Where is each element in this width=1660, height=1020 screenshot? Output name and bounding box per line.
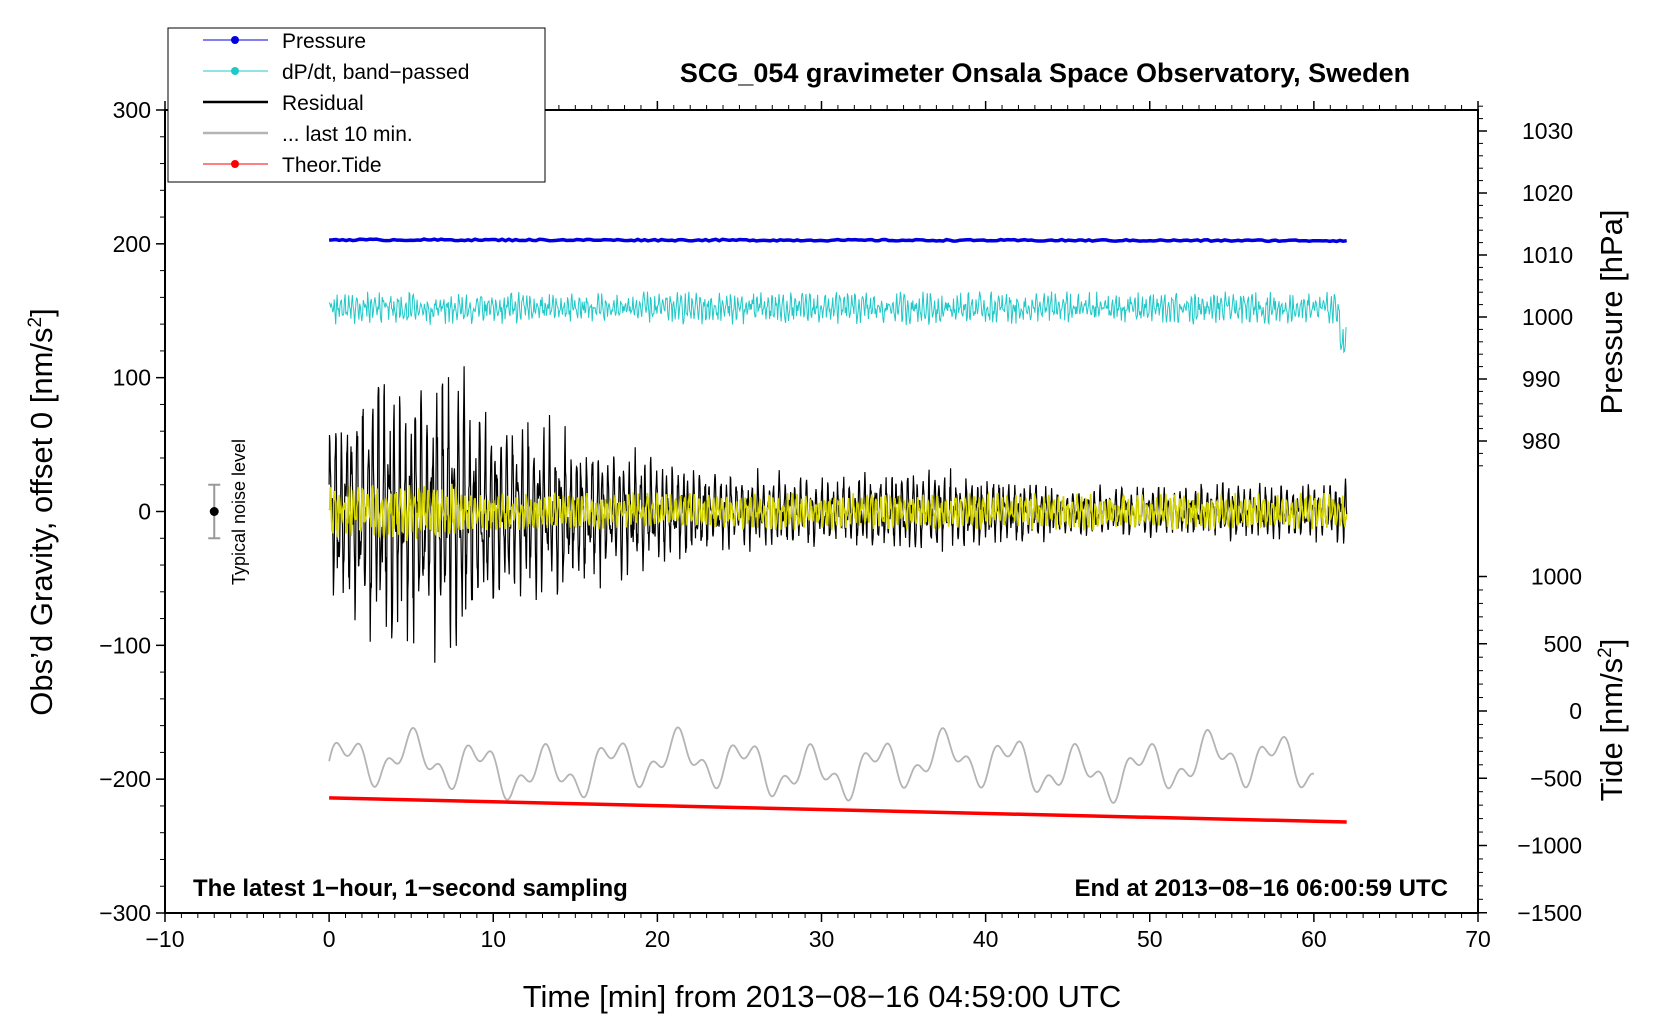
- pressure-tick-label: 1010: [1522, 242, 1573, 268]
- y-axis-label-tide-sup: 2: [1595, 647, 1616, 658]
- legend-label: dP/dt, band−passed: [282, 61, 469, 84]
- legend-label: Residual: [282, 92, 364, 115]
- pressure-tick-label: 1030: [1522, 118, 1573, 144]
- dpdt-line: [328, 291, 1347, 354]
- y-tick-label: 100: [113, 365, 151, 391]
- data-marks: [328, 237, 1348, 824]
- tide-tick-label: −500: [1530, 765, 1582, 791]
- tide-tick-label: −1000: [1517, 833, 1582, 859]
- legend: Pressure dP/dt, band−passed Residual ... la…: [167, 27, 546, 183]
- y-axis-label-pressure: Pressure [hPa]: [1594, 209, 1629, 414]
- legend-label: Theor.Tide: [282, 154, 382, 177]
- tide-tick-label: 500: [1544, 631, 1582, 657]
- x-tick-label: 40: [973, 926, 999, 952]
- x-axis-ticks: −10 0 10 20 30 40 50 60 70: [145, 101, 1491, 952]
- annotation-end-time: End at 2013−08−16 06:00:59 UTC: [1074, 875, 1448, 902]
- y-tick-label: −200: [99, 766, 151, 792]
- y-axis-label-tide-main: Tide [nm/s: [1594, 658, 1629, 802]
- y-axis-label-tide: Tide [nm/s2]: [1594, 639, 1629, 802]
- x-tick-label: 60: [1301, 926, 1327, 952]
- x-tick-label: 30: [809, 926, 835, 952]
- y-axis-label-tide-end: ]: [1594, 639, 1629, 648]
- last-10-min-line: [328, 726, 1315, 804]
- y-tick-label: −300: [99, 900, 151, 926]
- theor-tide-line: [329, 796, 1347, 824]
- legend-marker: [231, 160, 239, 168]
- legend-label: Pressure: [282, 30, 366, 53]
- y-tick-label: 0: [138, 499, 151, 525]
- legend-box: [167, 27, 546, 183]
- tide-tick-label: 0: [1569, 698, 1582, 724]
- x-tick-label: −10: [145, 926, 184, 952]
- y-axis-ticks: −300 −200 −100 0 100 200 300: [99, 97, 165, 926]
- chart-title: SCG_054 gravimeter Onsala Space Observat…: [680, 58, 1410, 88]
- pressure-tick-label: 980: [1522, 428, 1560, 454]
- residual-filtered-line: [328, 483, 1348, 541]
- x-tick-label: 10: [480, 926, 506, 952]
- noise-level-indicator: [208, 483, 221, 540]
- pressure-tick-label: 1000: [1522, 304, 1573, 330]
- annotation-sampling: The latest 1−hour, 1−second sampling: [193, 875, 628, 902]
- pressure-line: [328, 237, 1347, 244]
- y-axis-label-left-end: ]: [24, 308, 59, 317]
- legend-label: ... last 10 min.: [282, 123, 413, 146]
- y-tick-label: −100: [99, 632, 151, 658]
- tide-tick-label: −1500: [1517, 900, 1582, 926]
- noise-level-label: Typical noise level: [229, 439, 249, 585]
- legend-marker: [231, 67, 239, 75]
- legend-marker: [231, 36, 239, 44]
- y-tick-label: 300: [113, 97, 151, 123]
- pressure-axis-ticks: 980 990 1000 1010 1020 1030: [1478, 105, 1573, 467]
- tide-axis-ticks: −1500 −1000 −500 0 500 1000: [1478, 564, 1582, 926]
- x-tick-label: 50: [1137, 926, 1163, 952]
- pressure-tick-label: 990: [1522, 366, 1560, 392]
- noise-center-dot: [209, 507, 219, 516]
- x-axis-label: Time [min] from 2013−08−16 04:59:00 UTC: [523, 979, 1122, 1014]
- x-tick-label: 20: [645, 926, 671, 952]
- x-tick-label: 0: [323, 926, 336, 952]
- y-axis-label-left-sup: 2: [25, 317, 46, 328]
- y-tick-label: 200: [113, 231, 151, 257]
- y-axis-label-left-main: Obs’d Gravity, offset 0 [nm/s: [24, 327, 59, 715]
- residual-line: [328, 366, 1348, 663]
- x-tick-label: 70: [1465, 926, 1491, 952]
- y-axis-label-left: Obs’d Gravity, offset 0 [nm/s2]: [24, 308, 59, 715]
- tide-tick-label: 1000: [1531, 564, 1582, 590]
- pressure-tick-label: 1020: [1522, 180, 1573, 206]
